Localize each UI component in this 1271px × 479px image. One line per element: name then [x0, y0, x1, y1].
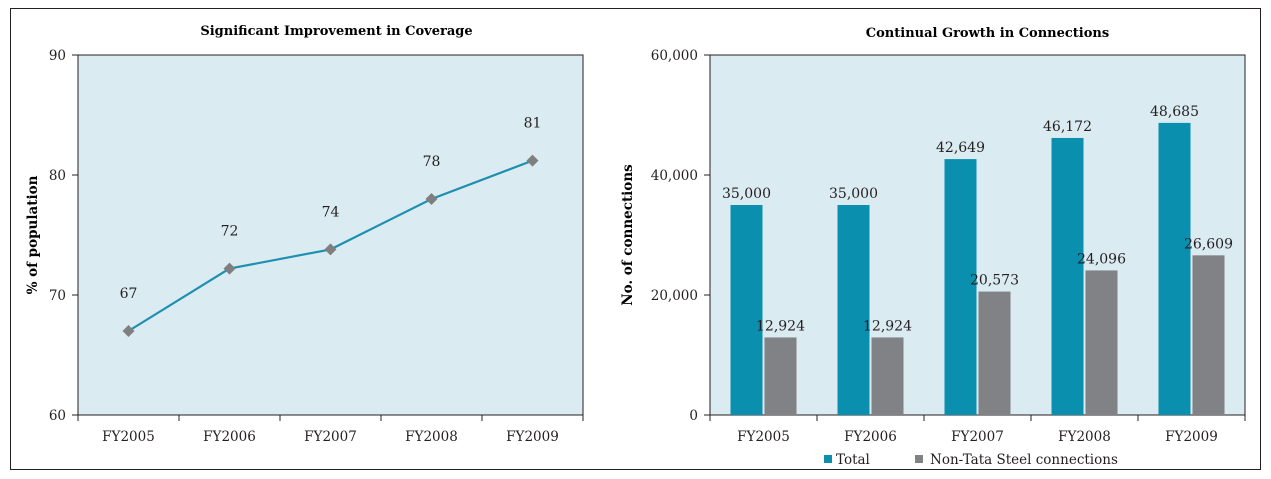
line-chart-data-label: 74 — [322, 204, 340, 220]
line-chart-point — [223, 262, 236, 275]
line-chart-x-tick-label: FY2009 — [506, 429, 559, 445]
bar-total-data-label: 35,000 — [829, 186, 878, 202]
bar-chart-plot-area — [709, 54, 1246, 416]
line-chart-data-label: 67 — [120, 286, 138, 302]
legend-swatch-total — [824, 455, 832, 463]
bar-non-tata-data-label: 24,096 — [1077, 251, 1126, 267]
line-chart-point — [425, 193, 438, 205]
legend-label-non-tata: Non-Tata Steel connections — [930, 452, 1118, 468]
bar-chart-x-tick-label: FY2007 — [951, 429, 1004, 445]
line-chart-y-axis-label: % of population — [25, 175, 41, 294]
bar-total-data-label: 42,649 — [936, 140, 985, 156]
bar-chart-y-tick-label: 20,000 — [651, 288, 698, 304]
line-chart-y-tick-label: 90 — [49, 48, 66, 64]
bar-total — [1051, 137, 1084, 415]
bar-non-tata — [871, 337, 904, 415]
line-chart-point — [324, 243, 337, 256]
bar-chart-y-tick-label: 0 — [689, 408, 698, 424]
line-chart-point — [122, 325, 135, 337]
line-chart-x-tick-label: FY2007 — [304, 429, 357, 445]
figure-frame — [10, 8, 1261, 470]
line-chart-x-tick-label: FY2006 — [203, 429, 256, 445]
bar-total-data-label: 48,685 — [1150, 104, 1199, 120]
bar-non-tata — [1085, 270, 1118, 415]
bar-chart-y-axis-label: No. of connections — [620, 164, 636, 306]
bar-non-tata — [978, 291, 1011, 415]
bar-chart-x-tick-label: FY2008 — [1058, 429, 1111, 445]
line-chart-y-tick-label: 70 — [49, 288, 66, 304]
line-chart-point — [526, 154, 539, 167]
line-chart-data-label: 81 — [524, 116, 542, 132]
bar-chart-x-tick-label: FY2006 — [844, 429, 897, 445]
bar-non-tata-data-label: 26,609 — [1184, 236, 1233, 252]
bar-non-tata-data-label: 20,573 — [970, 273, 1019, 289]
bar-total — [837, 205, 870, 415]
legend-label-total: Total — [836, 452, 870, 468]
bar-chart-x-tick-label: FY2005 — [737, 429, 790, 445]
bar-non-tata-data-label: 12,924 — [756, 318, 805, 334]
bar-non-tata — [764, 337, 797, 415]
bar-total — [1158, 122, 1191, 415]
bar-chart-x-tick-label: FY2009 — [1165, 429, 1218, 445]
bar-chart-title: Continual Growth in Connections — [866, 26, 1109, 41]
line-chart-x-tick-label: FY2008 — [405, 429, 458, 445]
bar-total — [730, 205, 763, 415]
bar-total-data-label: 35,000 — [722, 186, 771, 202]
line-chart-y-tick-label: 60 — [49, 408, 66, 424]
line-chart-plot-area — [77, 54, 584, 416]
bar-chart-y-tick-label: 60,000 — [651, 48, 698, 64]
bar-total-data-label: 46,172 — [1043, 119, 1092, 135]
line-chart-title: Significant Improvement in Coverage — [200, 24, 472, 39]
bar-non-tata — [1192, 255, 1225, 415]
line-chart-data-label: 78 — [423, 154, 441, 170]
line-chart-x-tick-label: FY2005 — [102, 429, 155, 445]
line-chart-y-tick-label: 80 — [49, 168, 66, 184]
bar-total — [944, 159, 977, 415]
legend-swatch-non-tata — [915, 455, 923, 463]
bar-non-tata-data-label: 12,924 — [863, 318, 912, 334]
line-chart-data-label: 72 — [221, 224, 239, 240]
bar-chart-y-tick-label: 40,000 — [651, 168, 698, 184]
